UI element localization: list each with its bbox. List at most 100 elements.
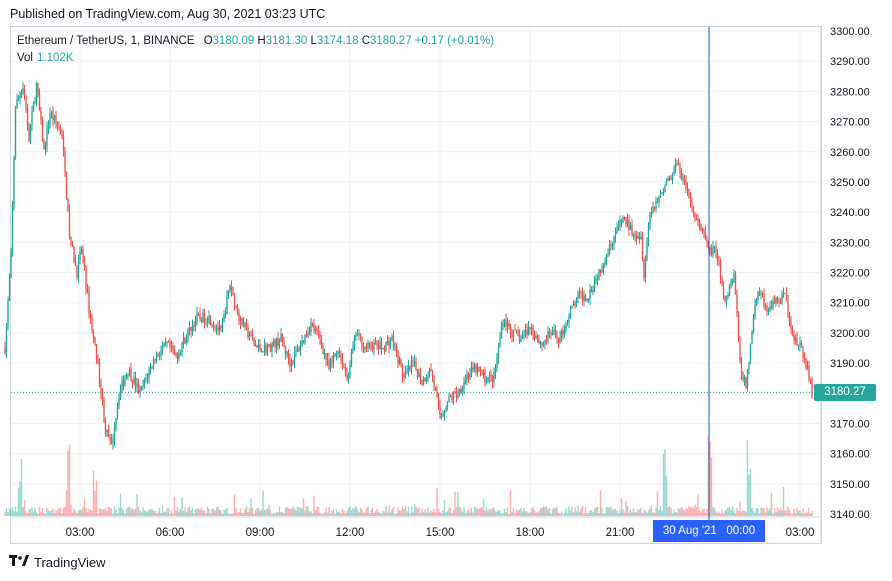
candle-body bbox=[122, 380, 125, 386]
volume-bar bbox=[784, 510, 786, 516]
candle-body bbox=[398, 359, 401, 364]
candle-body bbox=[166, 342, 168, 343]
candle-body bbox=[160, 351, 162, 356]
candle-body bbox=[688, 189, 690, 198]
candle-body bbox=[338, 351, 341, 354]
volume-bar bbox=[562, 513, 564, 516]
volume-bar bbox=[106, 510, 108, 516]
volume-bar bbox=[235, 508, 237, 516]
volume-bar bbox=[656, 490, 659, 516]
x-tick-label: 06:00 bbox=[156, 527, 185, 539]
candle-body bbox=[413, 361, 416, 362]
candle-body bbox=[359, 333, 362, 338]
candle-body bbox=[734, 273, 737, 295]
candle-body bbox=[187, 330, 189, 339]
volume-bar bbox=[455, 506, 458, 516]
volume-bar bbox=[535, 512, 537, 516]
candle-body bbox=[670, 178, 672, 181]
volume-bar bbox=[551, 509, 554, 516]
candle-body bbox=[446, 402, 449, 409]
volume-bar bbox=[220, 510, 222, 516]
volume-bar bbox=[203, 510, 206, 516]
candle-body bbox=[638, 236, 641, 239]
candle-body bbox=[188, 326, 191, 331]
candle-body bbox=[515, 330, 518, 332]
candle-body bbox=[757, 291, 759, 300]
candle-body bbox=[716, 253, 719, 262]
volume-bar bbox=[64, 506, 66, 516]
volume-bar bbox=[460, 508, 462, 516]
candle-body bbox=[593, 282, 596, 290]
volume-bar bbox=[193, 513, 195, 516]
volume-bar bbox=[269, 510, 272, 516]
volume-bar bbox=[670, 507, 672, 516]
candle-body bbox=[68, 211, 71, 237]
y-tick-label: 3160.00 bbox=[830, 449, 870, 461]
volume-bar bbox=[245, 506, 248, 516]
volume-bar bbox=[508, 513, 510, 516]
volume-bar bbox=[275, 512, 278, 516]
candle-body bbox=[718, 261, 720, 263]
volume-bar bbox=[547, 509, 549, 516]
candle-body bbox=[548, 331, 551, 334]
volume-bar bbox=[778, 509, 780, 516]
volume-bar bbox=[439, 511, 441, 516]
candle-body bbox=[458, 388, 461, 396]
volume-bar bbox=[178, 511, 180, 516]
volume-bar bbox=[730, 509, 732, 516]
candle-body bbox=[319, 333, 321, 339]
candle-body bbox=[401, 365, 404, 377]
volume-bar bbox=[392, 506, 395, 516]
candle-body bbox=[554, 329, 557, 336]
candle-body bbox=[665, 180, 668, 186]
volume-bar bbox=[190, 510, 192, 516]
volume-bar bbox=[737, 510, 740, 516]
volume-bar bbox=[599, 490, 602, 516]
volume-bar bbox=[47, 510, 50, 516]
volume-bar bbox=[781, 510, 783, 516]
candle-body bbox=[254, 342, 257, 346]
candle-body bbox=[116, 405, 119, 419]
candle-body bbox=[425, 378, 428, 382]
candle-body bbox=[215, 328, 218, 329]
volume-bar bbox=[416, 508, 419, 516]
candle-body bbox=[193, 325, 195, 327]
candle-body bbox=[620, 219, 623, 223]
candle-body bbox=[8, 277, 11, 301]
volume-bar bbox=[689, 507, 692, 516]
volume-bar bbox=[445, 511, 447, 516]
volume-bar bbox=[113, 506, 116, 516]
volume-bar bbox=[304, 510, 306, 516]
candle-body bbox=[383, 348, 386, 352]
volume-bar bbox=[229, 513, 231, 516]
volume-bar bbox=[788, 509, 791, 516]
volume-bar bbox=[257, 508, 260, 516]
volume-bar bbox=[422, 512, 425, 516]
candle-body bbox=[496, 357, 498, 369]
volume-bar bbox=[176, 507, 179, 516]
volume-bar bbox=[299, 508, 302, 516]
volume-bar bbox=[406, 511, 408, 516]
candle-body bbox=[200, 318, 203, 322]
volume-bar bbox=[556, 506, 558, 516]
volume-bar bbox=[407, 506, 410, 516]
candle-body bbox=[236, 306, 239, 313]
volume-bar bbox=[133, 510, 135, 516]
volume-bar bbox=[644, 511, 647, 516]
candle-body bbox=[536, 336, 539, 341]
candle-body bbox=[682, 178, 684, 180]
volume-bar bbox=[749, 468, 752, 516]
y-tick-label: 3280.00 bbox=[830, 86, 870, 98]
volume-bar bbox=[347, 507, 350, 516]
candle-body bbox=[232, 290, 234, 295]
candle-body bbox=[340, 353, 342, 360]
volume-bar bbox=[785, 510, 788, 516]
candle-body bbox=[83, 258, 86, 268]
candle-body bbox=[34, 100, 36, 104]
footer[interactable]: TradingView bbox=[9, 555, 106, 570]
candle-body bbox=[106, 429, 108, 433]
candle-body bbox=[586, 299, 588, 301]
volume-bar bbox=[611, 509, 614, 516]
candle-body bbox=[784, 293, 786, 294]
